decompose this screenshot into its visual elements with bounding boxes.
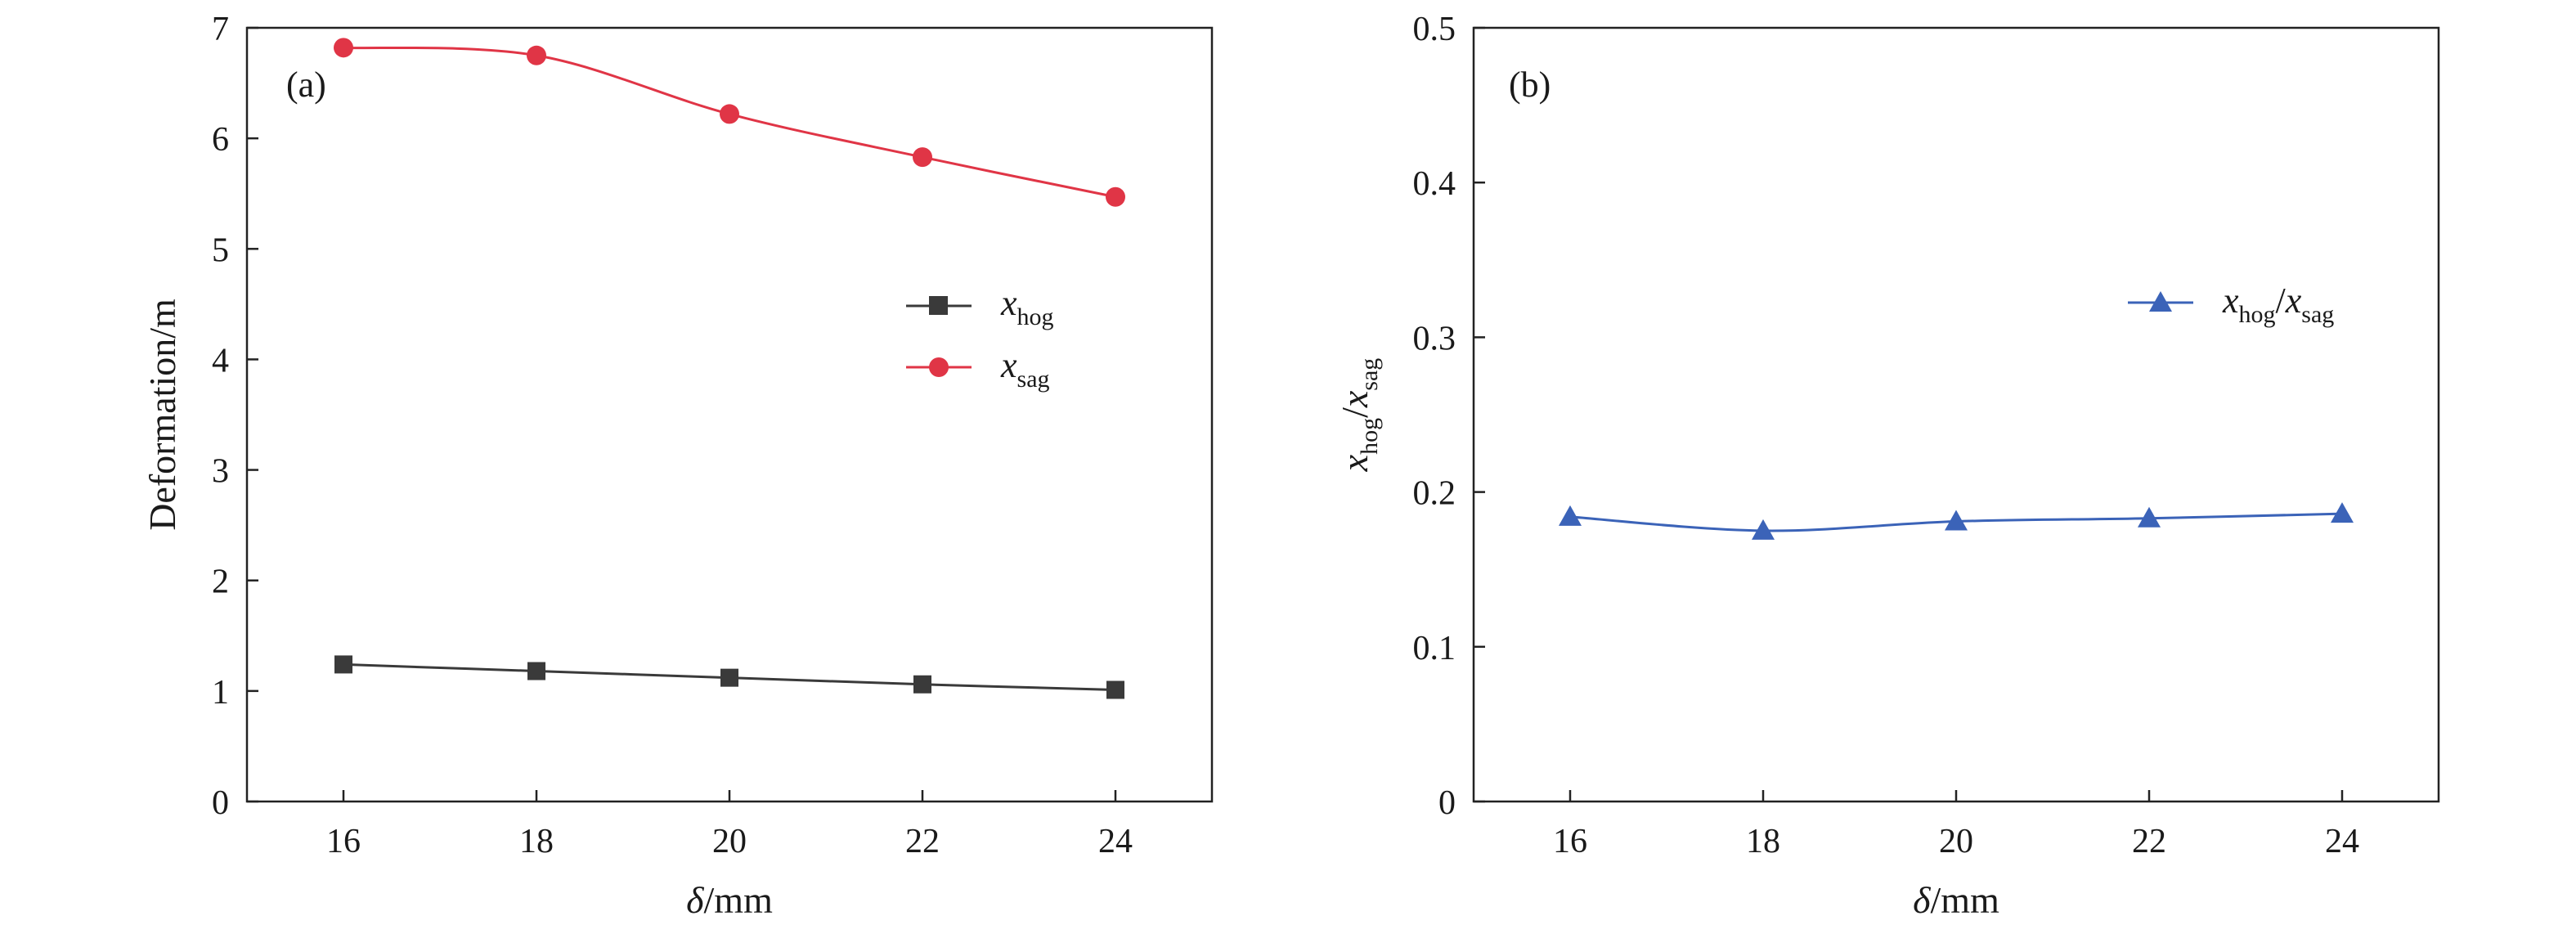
y-tick-label: 0.3 <box>1413 320 1456 357</box>
x-axis-label-a: δ/mm <box>686 879 773 921</box>
panel-label-a: (a) <box>286 65 326 105</box>
chart-panel-a: (a) 16 18 20 22 24 0 1 2 3 4 5 6 7 Deformation/m δ/… <box>141 11 1214 921</box>
legend-ratio-num: x <box>2222 281 2239 321</box>
y-label-b-den-sub: sag <box>1356 358 1383 391</box>
data-point-sag <box>334 38 353 58</box>
x-ticks-a: 16 18 20 22 24 <box>326 790 1133 860</box>
legend-marker-hog <box>929 296 948 315</box>
data-point-hog <box>1106 680 1124 699</box>
y-tick-label: 2 <box>212 564 229 601</box>
y-label-b-num: x <box>1334 454 1376 472</box>
x-tick-label: 20 <box>712 823 747 860</box>
legend-ratio-den: x <box>2285 281 2302 321</box>
panel-label-b: (b) <box>1509 65 1551 105</box>
legend-hog-subscript: hog <box>1017 303 1054 330</box>
x-axis-unit-a: /mm <box>704 879 774 921</box>
y-ticks-a: 0 1 2 3 4 5 6 7 <box>212 11 258 822</box>
legend-label-sag: xsag <box>1000 345 1050 393</box>
legend-label-hog: xhog <box>1000 283 1054 330</box>
y-label-b-den: x <box>1334 390 1376 408</box>
legend-marker-sag <box>929 357 949 377</box>
x-axis-unit-b: /mm <box>1931 879 2000 921</box>
data-point-ratio <box>1752 519 1775 540</box>
legend-hog-symbol: x <box>1000 283 1017 323</box>
data-point-hog <box>720 668 738 687</box>
y-tick-label: 6 <box>212 121 229 159</box>
y-tick-label: 5 <box>212 231 229 269</box>
legend-ratio-den-sub: sag <box>2301 301 2334 328</box>
y-axis-label-b: xhog/xsag <box>1334 358 1383 473</box>
x-tick-label: 16 <box>1553 823 1587 860</box>
x-tick-label: 22 <box>2132 823 2166 860</box>
y-tick-label: 4 <box>212 342 229 379</box>
plot-area-b <box>1472 26 2440 803</box>
data-point-hog <box>334 655 352 674</box>
legend-sag-symbol: x <box>1000 345 1017 385</box>
y-axis-label-a: Deformation/m <box>141 299 183 531</box>
series-group-a <box>334 38 1125 699</box>
series-group-b <box>1559 502 2354 540</box>
x-tick-label: 18 <box>1746 823 1780 860</box>
y-tick-label: 0 <box>1438 784 1456 822</box>
data-point-sag <box>720 104 739 124</box>
x-ticks-b: 16 18 20 22 24 <box>1553 790 2359 860</box>
x-axis-label-b: δ/mm <box>1913 879 1999 921</box>
x-tick-label: 24 <box>2325 823 2359 860</box>
legend-b: xhog/xsag <box>2128 281 2334 328</box>
legend-sag-subscript: sag <box>1017 366 1050 393</box>
y-tick-label: 0.2 <box>1413 475 1456 513</box>
x-tick-label: 16 <box>326 823 361 860</box>
y-tick-label: 3 <box>212 453 229 491</box>
y-tick-label: 1 <box>212 674 229 712</box>
data-point-sag <box>913 147 932 168</box>
data-point-ratio <box>1945 510 1968 531</box>
y-tick-label: 0.1 <box>1413 630 1456 667</box>
y-ticks-b: 0 0.1 0.2 0.3 0.4 0.5 <box>1413 11 1485 822</box>
x-tick-label: 18 <box>519 823 554 860</box>
legend-ratio-num-sub: hog <box>2239 301 2276 328</box>
data-point-sag <box>1106 186 1125 207</box>
chart-panel-b: (b) 16 18 20 22 24 0 0.1 0.2 0.3 0.4 0.5 xhog/xsa… <box>1334 11 2440 921</box>
legend-entry-sag: xsag <box>906 345 1050 393</box>
data-point-hog <box>913 675 931 694</box>
y-label-b-num-sub: hog <box>1356 418 1383 455</box>
legend-label-ratio: xhog/xsag <box>2222 281 2334 328</box>
x-axis-symbol-a: δ <box>686 879 704 921</box>
y-tick-label: 7 <box>212 11 229 48</box>
data-point-hog <box>527 662 545 680</box>
y-tick-label: 0 <box>212 784 229 822</box>
data-point-ratio <box>1559 505 1582 526</box>
legend-entry-hog: xhog <box>906 283 1054 330</box>
data-point-sag <box>527 45 546 65</box>
x-tick-label: 24 <box>1098 823 1133 860</box>
legend-marker-ratio <box>2149 291 2172 312</box>
data-point-ratio <box>2331 502 2354 523</box>
x-tick-label: 20 <box>1939 823 1973 860</box>
data-point-ratio <box>2138 506 2161 528</box>
x-tick-label: 22 <box>905 823 940 860</box>
y-tick-label: 0.5 <box>1413 11 1456 48</box>
x-axis-symbol-b: δ <box>1913 879 1931 921</box>
legend-a: xhog xsag <box>906 283 1054 393</box>
y-tick-label: 0.4 <box>1413 165 1456 203</box>
